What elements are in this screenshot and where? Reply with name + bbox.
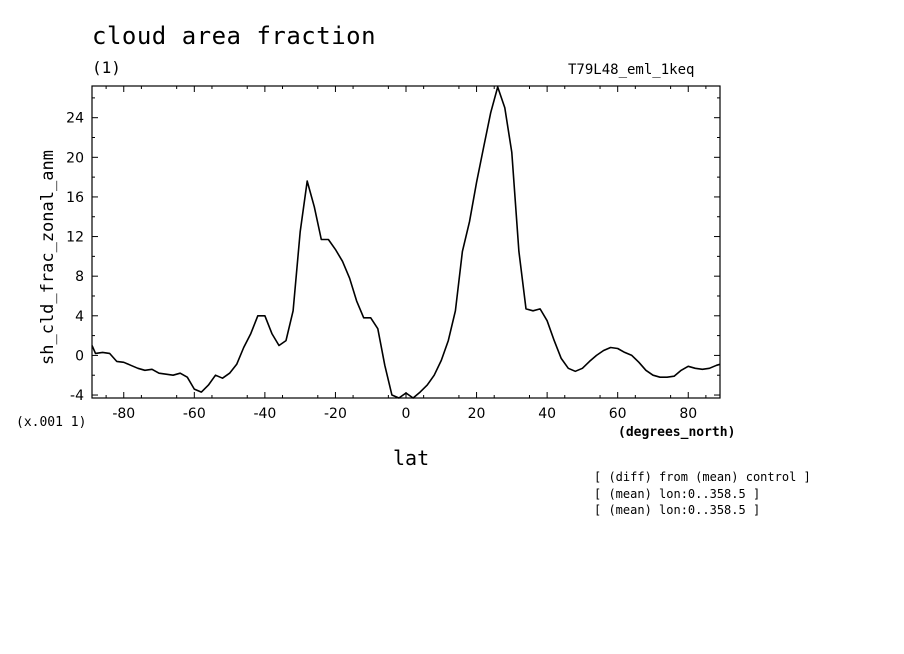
x-tick-label: -60 [183, 406, 206, 422]
x-tick-label: 80 [679, 406, 697, 422]
y-tick-label: 4 [75, 309, 84, 325]
chart-title: cloud area fraction [92, 22, 377, 50]
x-tick-label: 60 [609, 406, 627, 422]
y-tick-label: 12 [66, 230, 84, 246]
x-axis-label: lat [393, 446, 430, 470]
y-tick-label: 16 [66, 190, 84, 206]
x-tick-label: -40 [253, 406, 276, 422]
x-tick-label: -20 [324, 406, 347, 422]
note-diff: [ (diff) from (mean) control ] [594, 470, 811, 484]
y-tick-label: -4 [70, 388, 84, 404]
series-group [91, 86, 721, 399]
note-mean-lon-1: [ (mean) lon:0..358.5 ] [594, 487, 761, 501]
x-tick-label: 0 [402, 406, 411, 422]
y-tick-label: 8 [75, 269, 84, 285]
run-name-label: T79L48_eml_1keq [568, 62, 695, 78]
x-tick-label: 20 [468, 406, 486, 422]
x-tick-label: 40 [538, 406, 556, 422]
y-tick-label: 20 [66, 150, 84, 166]
x-units-label: (degrees_north) [618, 425, 736, 440]
y-scale-note: (x.001 1) [16, 415, 87, 430]
y-tick-label: 24 [66, 111, 84, 127]
note-mean-lon-2: [ (mean) lon:0..358.5 ] [594, 503, 761, 517]
x-tick-label: -80 [112, 406, 135, 422]
y-tick-label: 0 [75, 348, 84, 364]
plot-frame [91, 85, 721, 399]
series-line [91, 86, 721, 399]
units-label: (1) [92, 58, 121, 77]
axis-ticks [92, 86, 720, 398]
